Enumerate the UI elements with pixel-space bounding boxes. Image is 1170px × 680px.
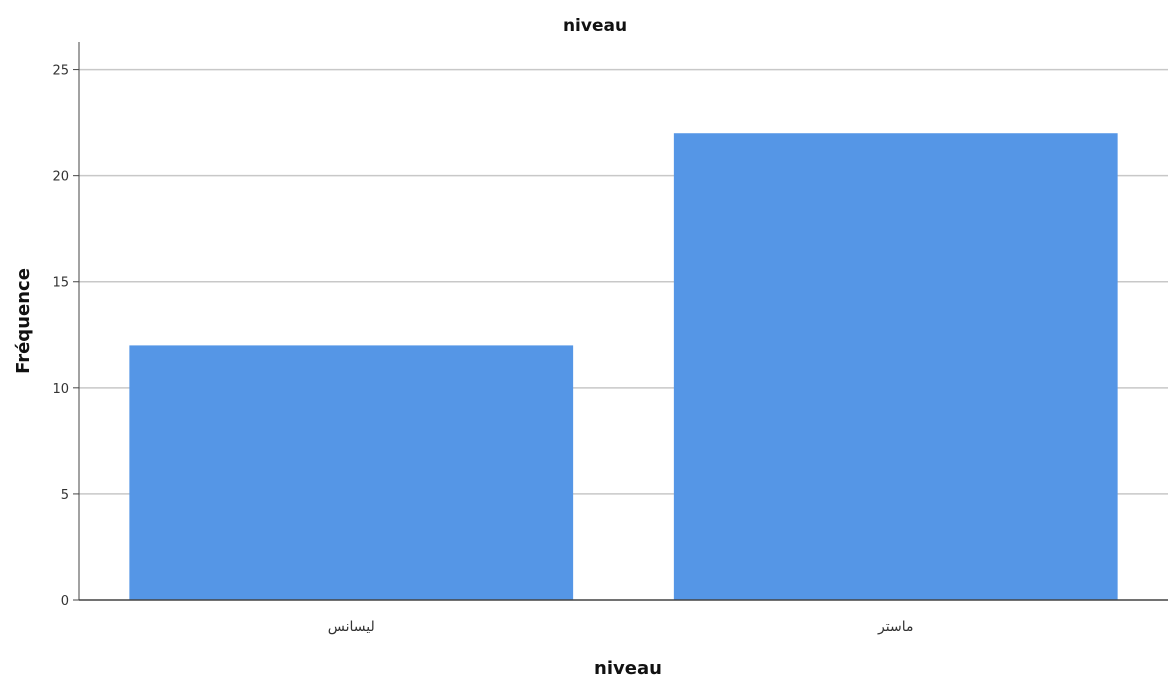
y-axis-title: Fréquence [13,268,34,374]
y-tick-label: 0 [61,594,69,609]
y-tick-labels: 0 5 10 15 20 25 [52,64,69,609]
y-tick-label: 5 [61,488,69,503]
chart-title: niveau [563,16,627,36]
x-tick-label: لیسانس [328,619,375,635]
y-tick-label: 20 [52,170,69,185]
x-tick-labels: لیسانس ماستر [328,619,914,635]
y-tick-label: 15 [52,276,69,291]
bar-2 [673,133,1118,600]
x-axis-title: niveau [594,658,662,679]
bars [129,133,1118,600]
y-tick-label: 10 [52,382,69,397]
y-tick-label: 25 [52,64,69,79]
axes [73,42,1168,601]
bar-1 [129,345,574,600]
x-tick-label: ماستر [877,619,913,635]
